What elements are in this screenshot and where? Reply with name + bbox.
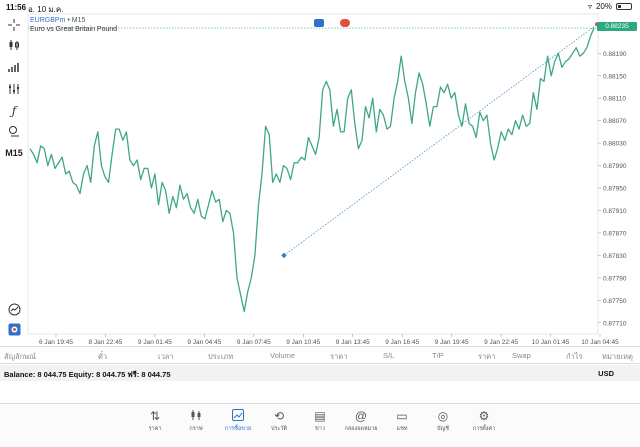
timeframe-button[interactable]: M15 bbox=[5, 148, 23, 158]
y-tick-label: 0.88150 bbox=[603, 73, 627, 80]
tab-news[interactable]: ▤ ข่าว bbox=[300, 409, 340, 433]
price-series-line bbox=[29, 27, 595, 313]
current-price-tag: 0.88235 bbox=[597, 22, 637, 31]
tab-label: บัญชี bbox=[437, 426, 449, 432]
col-sl[interactable]: S/L bbox=[383, 351, 395, 360]
trade-line bbox=[283, 24, 597, 256]
tab-label: กล่องจดหมาย bbox=[344, 426, 378, 432]
x-tick-label: 9 Jan 16:45 bbox=[385, 339, 419, 346]
chart-type-icon[interactable] bbox=[4, 36, 24, 54]
tab-label: การตั้งค่า bbox=[472, 426, 496, 432]
x-tick-label: 9 Jan 07:45 bbox=[237, 339, 271, 346]
tab-label: ข่าว bbox=[315, 426, 325, 432]
function-icon[interactable]: ƒ bbox=[11, 104, 17, 118]
y-tick-label: 0.88070 bbox=[603, 118, 627, 125]
chart-icon bbox=[176, 409, 216, 423]
x-tick-label: 9 Jan 13:45 bbox=[336, 339, 370, 346]
y-tick-label: 0.88190 bbox=[603, 51, 627, 58]
tab-label: การซื้อขาย bbox=[224, 426, 252, 432]
col-price[interactable]: ราคา bbox=[330, 352, 348, 361]
y-tick-label: 0.87830 bbox=[603, 253, 627, 260]
status-right: ▿ 20% bbox=[588, 2, 632, 11]
trade-icon bbox=[218, 409, 258, 423]
col-time[interactable]: เวลา bbox=[158, 352, 174, 361]
account-icon: ◎ bbox=[437, 409, 449, 423]
status-time: 11:56 bbox=[6, 3, 27, 12]
wifi-icon: ▿ bbox=[587, 2, 592, 11]
col-profit[interactable]: กำไร bbox=[566, 352, 583, 361]
y-tick-label: 0.88110 bbox=[603, 96, 626, 103]
col-ticket[interactable]: ตั๋ว bbox=[98, 352, 108, 361]
status-bar: 11:56 อ. 10 ม.ค. ▿ 20% bbox=[0, 0, 640, 14]
tab-settings[interactable]: ⚙ การตั้งค่า bbox=[464, 409, 504, 433]
x-tick-label: 8 Jan 22:45 bbox=[88, 339, 122, 346]
speedometer-icon[interactable] bbox=[4, 300, 24, 318]
y-tick-label: 0.87790 bbox=[603, 275, 627, 282]
chart-frame bbox=[27, 13, 599, 335]
news-icon: ▤ bbox=[314, 409, 326, 423]
col-price-current[interactable]: ราคา bbox=[478, 352, 496, 361]
tab-bar: ⇅ ราคา กราฟ การซื้อขาย ⟲ ประวัติ ▤ ข่าว … bbox=[0, 403, 640, 447]
tab-quotes[interactable]: ⇅ ราคา bbox=[135, 409, 175, 433]
x-tick-label: 9 Jan 19:45 bbox=[435, 339, 469, 346]
balance-currency: USD bbox=[598, 369, 614, 378]
balance-text: Balance: 8 044.75 Equity: 8 044.75 ฟรี: … bbox=[4, 370, 171, 379]
y-tick-label: 0.87990 bbox=[603, 163, 627, 170]
one-click-buy-icon[interactable] bbox=[340, 19, 350, 27]
chart-separator: • bbox=[65, 17, 72, 24]
col-volume[interactable]: Volume bbox=[270, 351, 296, 360]
tab-label: แชท bbox=[396, 426, 408, 432]
tab-trade[interactable]: การซื้อขาย bbox=[218, 409, 258, 433]
chart-timeframe: M15 bbox=[71, 17, 86, 24]
y-tick-label: 0.87950 bbox=[603, 186, 627, 193]
battery-icon bbox=[616, 3, 632, 10]
tab-label: ประวัติ bbox=[270, 426, 288, 432]
col-tp[interactable]: T/P bbox=[432, 351, 444, 360]
x-tick-label: 9 Jan 04:45 bbox=[187, 339, 221, 346]
objects-icon[interactable] bbox=[4, 122, 24, 140]
settings-sliders-icon[interactable] bbox=[4, 80, 24, 98]
y-tick-label: 0.87910 bbox=[603, 208, 627, 215]
tab-account[interactable]: ◎ บัญชี bbox=[423, 409, 463, 433]
history-icon: ⟲ bbox=[273, 409, 285, 423]
tab-label: กราฟ bbox=[189, 426, 203, 432]
settings-icon: ⚙ bbox=[478, 409, 490, 423]
y-tick-label: 0.88030 bbox=[603, 141, 627, 148]
chart-description: Euro vs Great Britain Pound bbox=[30, 26, 118, 33]
col-type[interactable]: ประเภท bbox=[208, 352, 234, 361]
tab-chat[interactable]: ▭ แชท bbox=[382, 409, 422, 433]
trade-entry-marker bbox=[281, 252, 287, 259]
y-tick-label: 0.87870 bbox=[603, 230, 627, 237]
x-tick-label: 9 Jan 10:45 bbox=[286, 339, 320, 346]
tab-label: ราคา bbox=[148, 426, 162, 432]
x-tick-label: 10 Jan 04:45 bbox=[581, 339, 619, 346]
tab-mailbox[interactable]: @ กล่องจดหมาย bbox=[341, 409, 381, 433]
mailbox-icon: @ bbox=[354, 409, 368, 423]
one-click-trading-icon[interactable] bbox=[4, 320, 24, 338]
tab-chart[interactable]: กราฟ bbox=[176, 409, 216, 433]
x-tick-label: 9 Jan 01:45 bbox=[138, 339, 172, 346]
chat-icon: ▭ bbox=[396, 409, 408, 423]
col-comment[interactable]: หมายเหตุ bbox=[602, 352, 633, 361]
col-symbol[interactable]: สัญลักษณ์ bbox=[4, 352, 37, 361]
tab-history[interactable]: ⟲ ประวัติ bbox=[259, 409, 299, 433]
trades-table-header: สัญลักษณ์ ตั๋ว เวลา ประเภท Volume ราคา S… bbox=[0, 346, 640, 364]
battery-percent: 20% bbox=[595, 2, 612, 11]
one-click-sell-icon[interactable] bbox=[314, 19, 324, 27]
col-swap[interactable]: Swap bbox=[512, 351, 531, 360]
crosshair-icon[interactable] bbox=[4, 16, 24, 34]
y-tick-label: 0.87710 bbox=[603, 320, 627, 327]
x-tick-label: 10 Jan 01:45 bbox=[532, 339, 570, 346]
balance-row: Balance: 8 044.75 Equity: 8 044.75 ฟรี: … bbox=[0, 365, 640, 381]
x-tick-label: 6 Jan 19:45 bbox=[39, 339, 73, 346]
quotes-icon: ⇅ bbox=[149, 409, 161, 423]
chart-symbol[interactable]: EURGBPm bbox=[30, 17, 66, 24]
indicators-icon[interactable] bbox=[4, 58, 24, 76]
status-date: อ. 10 ม.ค. bbox=[28, 5, 64, 14]
y-tick-label: 0.87750 bbox=[603, 298, 627, 305]
left-toolbar: ƒ M15 bbox=[0, 14, 28, 342]
chart-header: EURGBPm • M15 Euro vs Great Britain Poun… bbox=[30, 16, 117, 34]
x-tick-label: 9 Jan 22:45 bbox=[484, 339, 518, 346]
price-chart[interactable]: 0.88190 0.88150 0.88110 0.88070 0.88030 0.879… bbox=[0, 0, 640, 347]
